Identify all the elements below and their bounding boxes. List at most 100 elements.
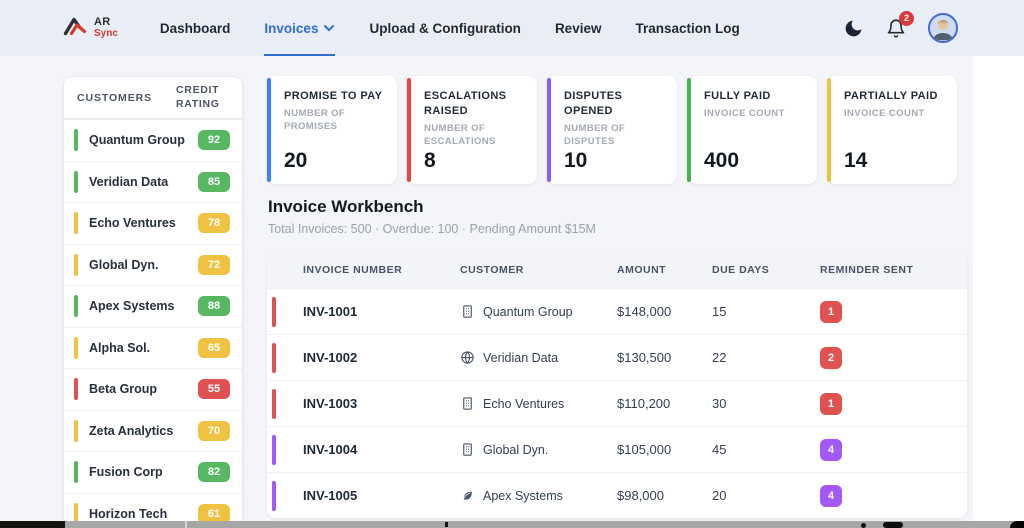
rating-color-bar <box>74 378 78 401</box>
customer-row[interactable]: Echo Ventures 78 <box>64 202 242 244</box>
rating-color-bar <box>74 295 78 318</box>
credit-rating-badge: 72 <box>198 254 230 275</box>
invoice-summary-stats: Total Invoices: 500 · Overdue: 100 · Pen… <box>268 222 596 236</box>
customer-row[interactable]: Veridian Data 85 <box>64 160 242 203</box>
stat-card-title: ESCALATIONS RAISED <box>424 90 507 117</box>
stat-card-partially-paid: PARTIALLY PAID INVOICE COUNT 14 <box>827 76 957 184</box>
rating-color-bar <box>74 212 78 235</box>
customer-name: Quantum Group <box>89 133 185 148</box>
table-row[interactable]: INV-1004 Global Dyn. $105,000 45 4 <box>267 426 967 472</box>
progress-played-segment <box>0 521 65 528</box>
customer-row[interactable]: Fusion Corp 82 <box>64 451 242 493</box>
nav-item-transaction-log[interactable]: Transaction Log <box>635 20 740 36</box>
top-navigation-bar: AR Sync Dashboard Invoices Upload & Conf… <box>0 0 1024 56</box>
col-header-reminder-sent: REMINDER SENT <box>820 264 914 276</box>
customer-row[interactable]: Global Dyn. 72 <box>64 243 242 286</box>
invoice-table: INVOICE NUMBER CUSTOMER AMOUNT DUE DAYS … <box>267 252 967 518</box>
customer-row[interactable]: Alpha Sol. 65 <box>64 326 242 369</box>
customer-row[interactable]: Quantum Group 92 <box>64 119 242 161</box>
col-header-amount: AMOUNT <box>617 264 667 276</box>
credit-rating-badge: 61 <box>198 503 230 524</box>
card-accent-bar <box>827 78 831 182</box>
credit-rating-badge: 70 <box>198 420 230 441</box>
credit-rating-column-label: CREDIT RATING <box>176 84 220 110</box>
customer-row[interactable]: Horizon Tech 61 <box>64 492 242 528</box>
stat-card-value: 10 <box>564 149 588 172</box>
row-status-bar <box>272 435 276 465</box>
invoice-number: INV-1003 <box>303 396 358 411</box>
rating-color-bar <box>74 129 78 152</box>
table-row[interactable]: INV-1003 Echo Ventures $110,200 30 1 <box>267 380 967 426</box>
customer-name: Global Dyn. <box>483 442 549 457</box>
main-nav: Dashboard Invoices Upload & Configuratio… <box>160 0 740 56</box>
due-days: 45 <box>712 442 727 457</box>
page-title: Invoice Workbench <box>268 197 424 216</box>
nav-item-dashboard[interactable]: Dashboard <box>159 20 231 36</box>
invoice-number: INV-1002 <box>303 350 358 365</box>
table-row[interactable]: INV-1001 Quantum Group $148,000 15 1 <box>267 288 967 334</box>
progress-handle[interactable] <box>883 522 903 528</box>
rating-color-bar <box>74 253 78 276</box>
due-days: 15 <box>712 304 727 319</box>
user-avatar[interactable] <box>928 13 958 43</box>
rating-color-bar <box>74 419 78 442</box>
progress-dot <box>861 523 866 528</box>
customer-name: Fusion Corp <box>89 465 163 480</box>
customer-name: Alpha Sol. <box>89 340 151 355</box>
invoice-number: INV-1001 <box>303 304 358 319</box>
customer-row[interactable]: Beta Group 55 <box>64 368 242 410</box>
customer-row[interactable]: Apex Systems 88 <box>64 285 242 327</box>
building-icon <box>460 442 475 457</box>
col-header-due-days: DUE DAYS <box>712 264 770 276</box>
invoice-amount: $130,500 <box>617 350 672 365</box>
logo-mark-icon <box>63 15 89 42</box>
leaf-icon <box>460 488 475 503</box>
customers-sidebar: CUSTOMERS CREDIT RATING Quantum Group 92… <box>63 76 243 528</box>
stat-card-title: DISPUTES OPENED <box>564 90 623 117</box>
row-status-bar <box>272 343 276 373</box>
stat-card-value: 400 <box>704 149 740 172</box>
credit-rating-badge: 78 <box>198 213 230 234</box>
stat-card-subtitle: INVOICE COUNT <box>844 107 925 119</box>
stat-card-subtitle: NUMBER OF ESCALATIONS <box>424 122 496 147</box>
invoice-amount: $110,200 <box>617 396 671 411</box>
reminder-count-badge: 1 <box>820 300 842 323</box>
due-days: 20 <box>712 488 727 503</box>
stat-card-promise-to-pay: PROMISE TO PAY NUMBER OF PROMISES 20 <box>267 76 397 184</box>
nav-item-review[interactable]: Review <box>554 20 602 36</box>
table-row[interactable]: INV-1005 Apex Systems $98,000 20 4 <box>267 472 967 518</box>
due-days: 22 <box>712 350 727 365</box>
reminder-count-badge: 4 <box>820 438 842 461</box>
invoice-amount: $105,000 <box>617 442 672 457</box>
rating-color-bar <box>74 336 78 359</box>
row-status-bar <box>272 481 276 511</box>
nav-item-invoices[interactable]: Invoices <box>264 0 336 56</box>
chevron-down-icon <box>323 22 335 34</box>
credit-rating-badge: 85 <box>198 171 230 192</box>
stat-card-value: 8 <box>424 149 436 172</box>
progress-divider <box>185 521 187 528</box>
stat-card-value: 14 <box>844 149 868 172</box>
building-icon <box>460 304 475 319</box>
topbar-actions: 2 <box>843 10 958 43</box>
credit-rating-badge: 65 <box>198 337 230 358</box>
rating-color-bar <box>74 170 78 193</box>
table-row[interactable]: INV-1002 Veridian Data $130,500 22 2 <box>267 334 967 380</box>
stat-card-subtitle: NUMBER OF DISPUTES <box>564 122 626 147</box>
customer-name: Apex Systems <box>89 299 175 314</box>
logo-text-line1: AR <box>94 16 111 28</box>
app-logo[interactable]: AR Sync <box>63 15 118 42</box>
video-progress-bar[interactable] <box>0 521 1024 528</box>
stat-card-value: 20 <box>284 149 308 172</box>
customer-name: Beta Group <box>89 382 158 397</box>
invoice-amount: $98,000 <box>617 488 664 503</box>
notifications-bell-icon[interactable]: 2 <box>886 10 914 39</box>
logo-text-line2: Sync <box>94 28 118 39</box>
table-header-row: INVOICE NUMBER CUSTOMER AMOUNT DUE DAYS … <box>267 252 967 288</box>
dark-mode-moon-icon[interactable] <box>843 18 864 39</box>
building-icon <box>460 396 475 411</box>
rating-color-bar <box>74 461 78 484</box>
customer-row[interactable]: Zeta Analytics 70 <box>64 409 242 452</box>
nav-item-upload-configuration[interactable]: Upload & Configuration <box>369 20 521 36</box>
customer-name: Veridian Data <box>89 174 169 189</box>
